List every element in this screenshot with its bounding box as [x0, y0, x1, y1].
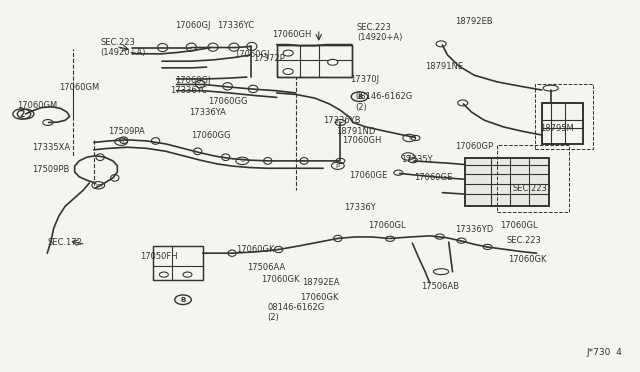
Bar: [465, 158, 549, 206]
Circle shape: [283, 68, 293, 74]
Text: SEC.223: SEC.223: [506, 236, 541, 245]
Bar: [536, 84, 593, 149]
Text: 17060GL: 17060GL: [368, 221, 405, 230]
Text: 17060GM: 17060GM: [17, 101, 58, 110]
Text: o: o: [241, 158, 244, 163]
Text: 17060GJ: 17060GJ: [234, 51, 269, 60]
Text: 17506AB: 17506AB: [420, 282, 459, 291]
Text: q: q: [406, 154, 410, 159]
Text: 17060GG: 17060GG: [191, 131, 231, 140]
Text: SEC.172: SEC.172: [47, 238, 82, 247]
Bar: [276, 45, 352, 77]
Text: 17060GJ: 17060GJ: [175, 21, 210, 30]
Text: 17060GJ: 17060GJ: [175, 76, 210, 85]
Text: 17060GM: 17060GM: [59, 83, 99, 92]
Text: 17372P: 17372P: [253, 54, 285, 63]
Text: 17509PB: 17509PB: [32, 165, 69, 174]
Text: 08146-6162G
(2): 08146-6162G (2): [355, 92, 412, 112]
Text: 17060GK: 17060GK: [236, 245, 275, 254]
Text: J*730  4: J*730 4: [587, 347, 623, 357]
Text: 17060GK: 17060GK: [261, 275, 300, 283]
Text: 17060GK: 17060GK: [508, 254, 547, 264]
Text: 17336YA: 17336YA: [189, 108, 227, 118]
Text: 18792EB: 18792EB: [455, 17, 493, 26]
Text: 17336Y: 17336Y: [344, 203, 376, 212]
Bar: [276, 45, 352, 77]
Text: 17336YC: 17336YC: [217, 21, 254, 30]
Text: n: n: [119, 139, 123, 144]
Bar: [153, 246, 203, 280]
Text: 17336YC: 17336YC: [170, 86, 207, 95]
Text: 18792EA: 18792EA: [302, 278, 340, 287]
Text: 17060GE: 17060GE: [349, 171, 387, 180]
Text: 17050FH: 17050FH: [140, 252, 178, 262]
Text: 17060GH: 17060GH: [342, 137, 381, 145]
Text: 17336YB: 17336YB: [323, 116, 361, 125]
Text: 2: 2: [19, 109, 24, 119]
Text: 18791ND: 18791ND: [336, 127, 375, 136]
Text: 17370J: 17370J: [351, 75, 380, 84]
Bar: [465, 158, 549, 206]
Bar: [541, 103, 583, 144]
Bar: [541, 103, 583, 144]
Text: B: B: [357, 94, 362, 100]
Circle shape: [159, 272, 168, 277]
Text: 17060GH: 17060GH: [272, 30, 312, 39]
Text: 17335Y: 17335Y: [401, 155, 433, 164]
Text: SEC.223
(14920+A): SEC.223 (14920+A): [357, 23, 403, 42]
Text: 17506AA: 17506AA: [246, 263, 285, 272]
Text: 18791NE: 18791NE: [425, 61, 463, 71]
Text: 17060GL: 17060GL: [500, 221, 538, 230]
Text: SEC.223
(14920+A): SEC.223 (14920+A): [100, 38, 145, 57]
Text: 17060GE: 17060GE: [414, 173, 452, 182]
Text: 17335XA: 17335XA: [32, 143, 70, 152]
Text: r: r: [408, 135, 410, 141]
Text: 17336YD: 17336YD: [455, 225, 493, 234]
Bar: [497, 145, 568, 212]
Text: 18795M: 18795M: [540, 124, 573, 133]
Circle shape: [328, 60, 338, 65]
Text: p: p: [336, 163, 340, 168]
Text: 08146-6162G
(2): 08146-6162G (2): [268, 302, 325, 322]
Text: 17509PA: 17509PA: [108, 127, 145, 136]
Text: SEC.223: SEC.223: [513, 185, 547, 193]
Circle shape: [283, 50, 293, 56]
Bar: [153, 246, 203, 280]
Text: m: m: [95, 183, 101, 188]
Text: 17060GP: 17060GP: [455, 142, 493, 151]
Circle shape: [183, 272, 192, 277]
Text: 17060GK: 17060GK: [300, 293, 338, 302]
Text: B: B: [180, 297, 186, 303]
Text: 17060GG: 17060GG: [209, 97, 248, 106]
